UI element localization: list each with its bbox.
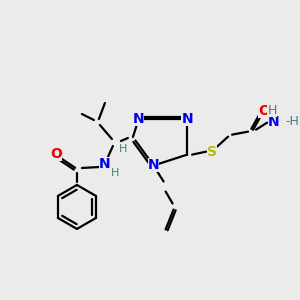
Text: N: N <box>99 157 111 171</box>
Text: H: H <box>267 104 277 117</box>
Text: -H: -H <box>285 115 299 128</box>
Text: N: N <box>181 112 193 126</box>
Text: N: N <box>268 115 280 129</box>
Text: N: N <box>133 112 144 126</box>
Text: N: N <box>148 158 159 172</box>
Text: O: O <box>50 147 62 161</box>
Text: H: H <box>119 144 127 154</box>
Text: O: O <box>258 104 270 118</box>
Text: H: H <box>111 168 119 178</box>
Text: S: S <box>207 145 217 159</box>
